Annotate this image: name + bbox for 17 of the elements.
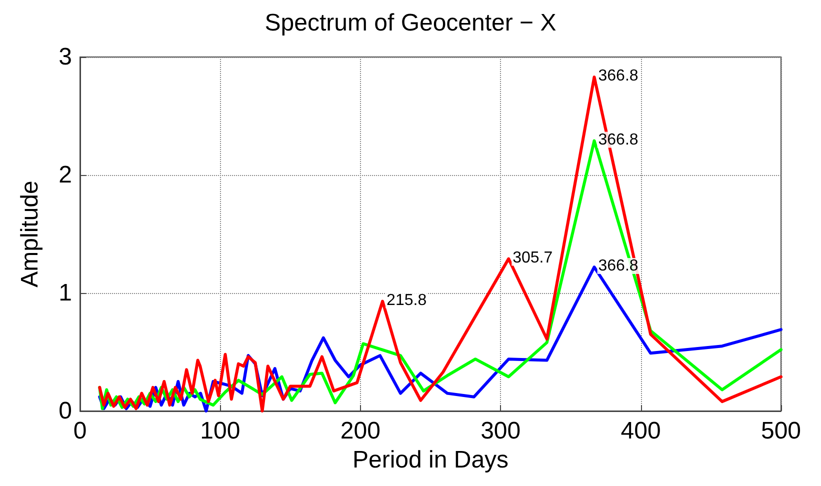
x-tick-label: 400	[620, 418, 661, 444]
x-tick-label: 100	[200, 418, 240, 444]
x-axis-title: Period in Days	[352, 446, 509, 474]
y-tick-label: 3	[58, 44, 72, 70]
annotation: 366.8	[598, 68, 638, 85]
y-tick-label: 2	[58, 162, 72, 188]
x-tick-label: 500	[760, 418, 802, 444]
y-tick-label: 1	[58, 280, 72, 306]
annotation: 366.8	[598, 131, 638, 148]
chart-title: Spectrum of Geocenter − X	[264, 10, 556, 36]
x-tick-label: 300	[480, 418, 521, 444]
annotation: 366.8	[598, 258, 638, 275]
annotation: 305.7	[512, 249, 553, 266]
annotation: 215.8	[386, 292, 427, 309]
x-tick-label: 200	[340, 418, 380, 444]
y-tick-label: 0	[58, 398, 72, 424]
y-axis-title: Amplitude	[16, 180, 44, 288]
